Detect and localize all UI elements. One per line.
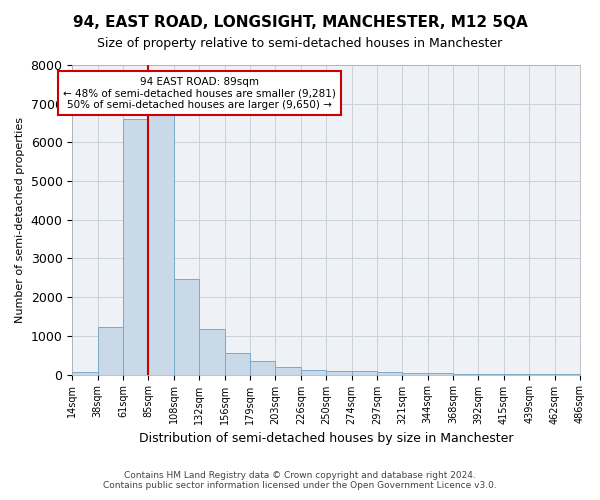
Bar bbox=[148, 116, 174, 374]
Bar bbox=[72, 372, 98, 374]
Bar bbox=[402, 373, 428, 374]
Bar bbox=[98, 327, 123, 374]
Bar bbox=[250, 362, 275, 374]
Text: Size of property relative to semi-detached houses in Manchester: Size of property relative to semi-detach… bbox=[97, 38, 503, 51]
Bar bbox=[352, 371, 377, 374]
Bar bbox=[301, 370, 326, 374]
Bar bbox=[275, 367, 301, 374]
Text: 94 EAST ROAD: 89sqm
← 48% of semi-detached houses are smaller (9,281)
50% of sem: 94 EAST ROAD: 89sqm ← 48% of semi-detach… bbox=[63, 76, 335, 110]
Bar bbox=[174, 278, 199, 374]
Bar bbox=[224, 353, 250, 374]
Bar bbox=[326, 370, 352, 374]
Bar bbox=[123, 119, 148, 374]
X-axis label: Distribution of semi-detached houses by size in Manchester: Distribution of semi-detached houses by … bbox=[139, 432, 514, 445]
Bar bbox=[377, 372, 402, 374]
Y-axis label: Number of semi-detached properties: Number of semi-detached properties bbox=[15, 117, 25, 323]
Text: Contains HM Land Registry data © Crown copyright and database right 2024.
Contai: Contains HM Land Registry data © Crown c… bbox=[103, 470, 497, 490]
Text: 94, EAST ROAD, LONGSIGHT, MANCHESTER, M12 5QA: 94, EAST ROAD, LONGSIGHT, MANCHESTER, M1… bbox=[73, 15, 527, 30]
Bar bbox=[199, 328, 224, 374]
